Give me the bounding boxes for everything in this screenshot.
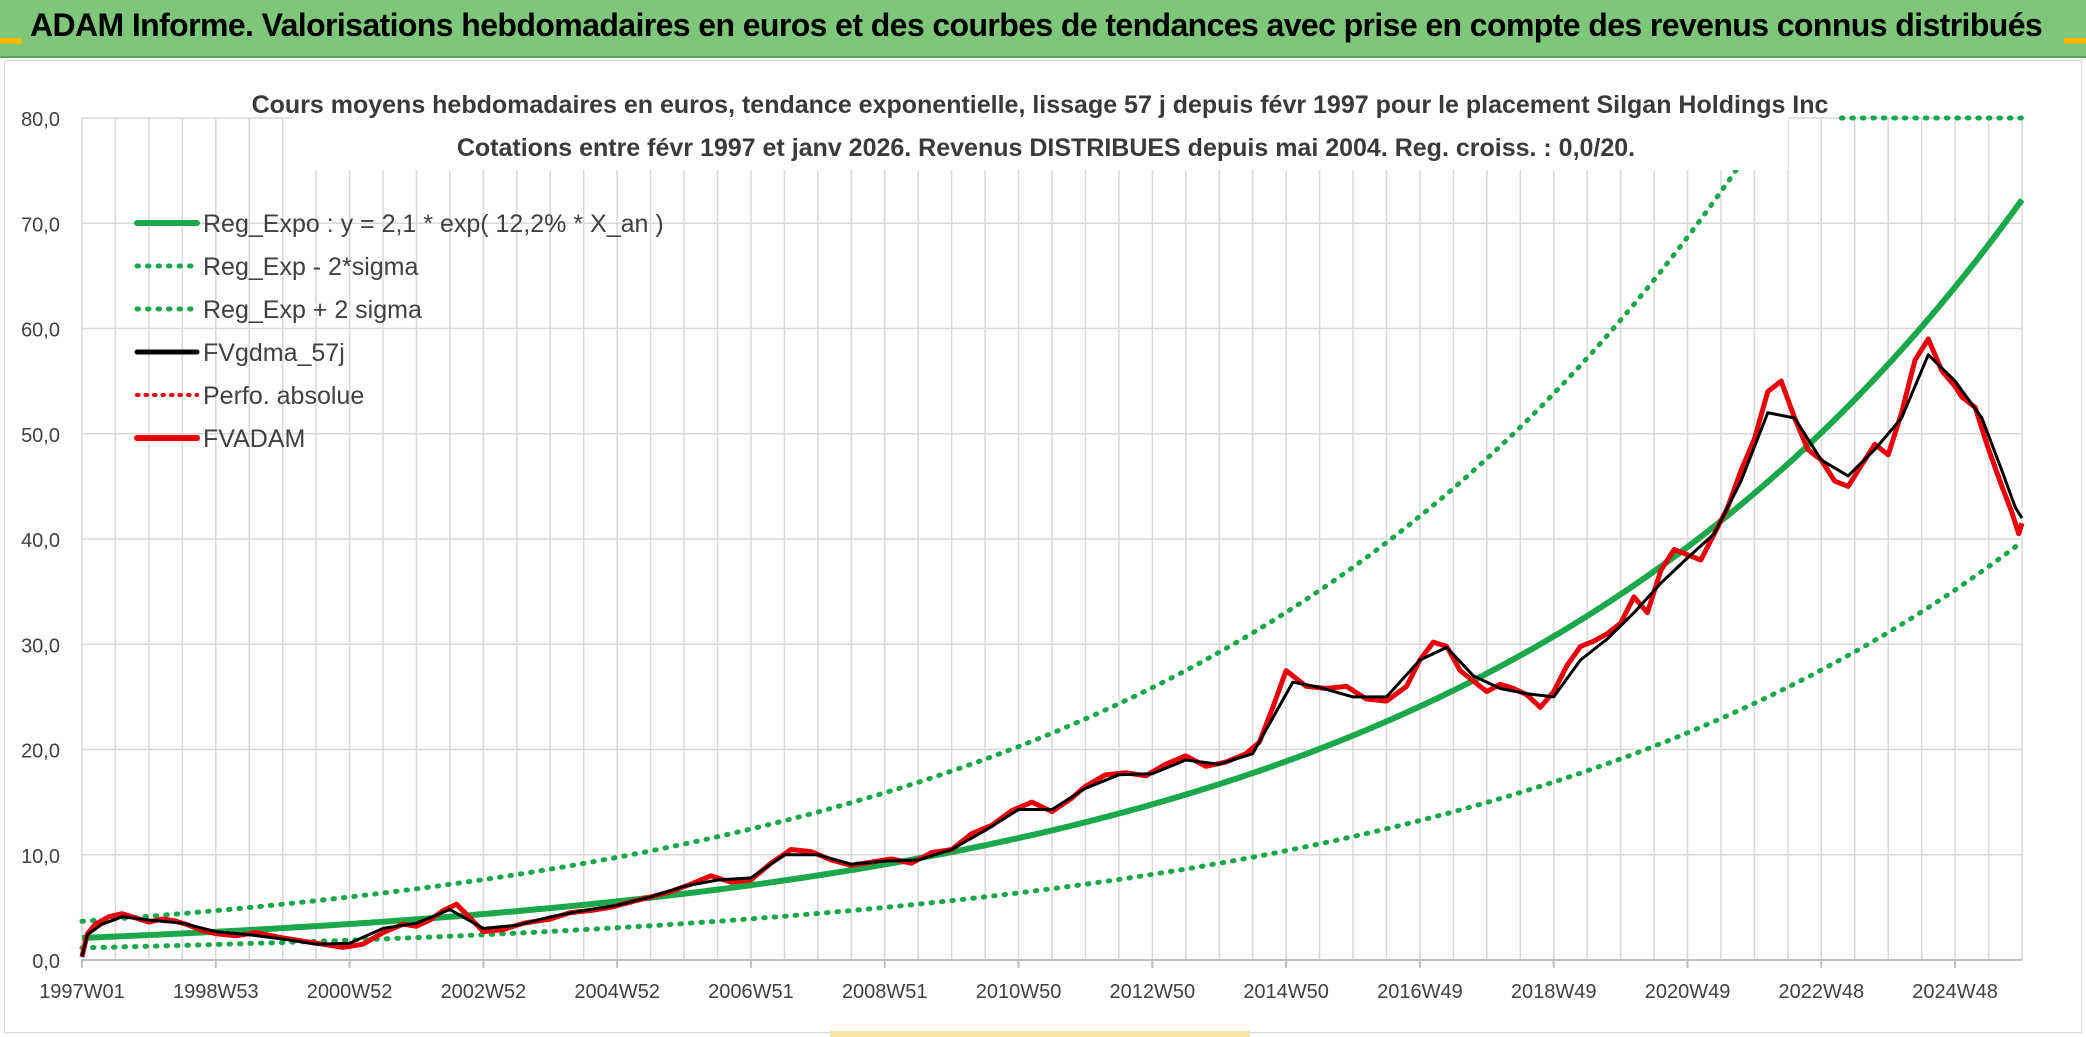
y-tick-label: 0,0 — [32, 951, 60, 973]
x-tick-label: 2012W50 — [1110, 981, 1196, 1003]
y-tick-label: 40,0 — [21, 530, 60, 552]
legend-label: FVADAM — [203, 425, 305, 453]
x-tick-label: 2018W49 — [1511, 981, 1597, 1003]
x-tick-label: 2002W52 — [441, 981, 527, 1003]
series-reg-minus-2sigma — [79, 539, 2025, 951]
legend-item: Reg_Exp + 2 sigma — [134, 296, 422, 324]
chart-subtitle: Cotations entre févr 1997 et janv 2026. … — [457, 134, 1635, 162]
y-tick-label: 50,0 — [21, 425, 60, 447]
x-tick-label: 2024W48 — [1912, 981, 1998, 1003]
chart-title: Cours moyens hebdomadaires en euros, ten… — [252, 91, 1829, 119]
title-backdrop — [292, 84, 1788, 170]
grid-layer — [81, 117, 2023, 961]
x-tick-label: 2016W49 — [1377, 981, 1463, 1003]
y-tick-label: 70,0 — [21, 214, 60, 236]
y-tick-label: 10,0 — [21, 846, 60, 868]
x-tick-label: 2006W51 — [708, 981, 794, 1003]
y-tick-label: 30,0 — [21, 635, 60, 657]
x-tick-label: 1997W01 — [39, 981, 125, 1003]
legend-item: Reg_Exp - 2*sigma — [134, 253, 418, 281]
x-tick-label: 2000W52 — [307, 981, 393, 1003]
axis-layer: 0,0 10,0 20,0 30,0 40,0 50,0 60,0 70,0 80,0 1997W… — [21, 109, 2022, 1003]
x-tick-label: 2014W50 — [1243, 981, 1329, 1003]
x-tick-label: 1998W53 — [173, 981, 259, 1003]
series-reg-expo — [81, 197, 2025, 941]
legend-item: FVADAM — [134, 425, 305, 453]
legend-item: FVgdma_57j — [134, 339, 345, 367]
legend-label: Reg_Expo : y = 2,1 * exp( 12,2% * X_an ) — [203, 210, 664, 238]
x-tick-label: 2022W48 — [1778, 981, 1864, 1003]
series-reg-plus-2sigma — [79, 120, 1771, 924]
series-layer — [79, 115, 2025, 958]
legend-item: Reg_Expo : y = 2,1 * exp( 12,2% * X_an ) — [134, 210, 664, 238]
x-tick-label: 2010W50 — [976, 981, 1062, 1003]
y-tick-label: 80,0 — [21, 109, 60, 131]
y-tick-label: 20,0 — [21, 741, 60, 763]
legend-label: Reg_Exp + 2 sigma — [203, 296, 422, 324]
legend: Reg_Expo : y = 2,1 * exp( 12,2% * X_an )… — [134, 210, 664, 453]
legend-item: Perfo. absolue — [135, 382, 364, 410]
legend-label: FVgdma_57j — [203, 339, 345, 367]
series-fvgdma_57j — [80, 353, 2024, 958]
x-tick-label: 2008W51 — [842, 981, 928, 1003]
corner-mark-left — [0, 38, 22, 44]
x-tick-label: 2020W49 — [1645, 981, 1731, 1003]
legend-label: Reg_Exp - 2*sigma — [203, 253, 418, 281]
header-banner: ADAM Informe. Valorisations hebdomadaire… — [0, 0, 2086, 58]
bottom-accent — [830, 1031, 1250, 1037]
banner-title: ADAM Informe. Valorisations hebdomadaire… — [30, 7, 2043, 43]
corner-mark-right — [2064, 38, 2086, 44]
legend-label: Perfo. absolue — [203, 382, 364, 410]
y-tick-label: 60,0 — [21, 320, 60, 342]
x-tick-label: 2004W52 — [574, 981, 660, 1003]
